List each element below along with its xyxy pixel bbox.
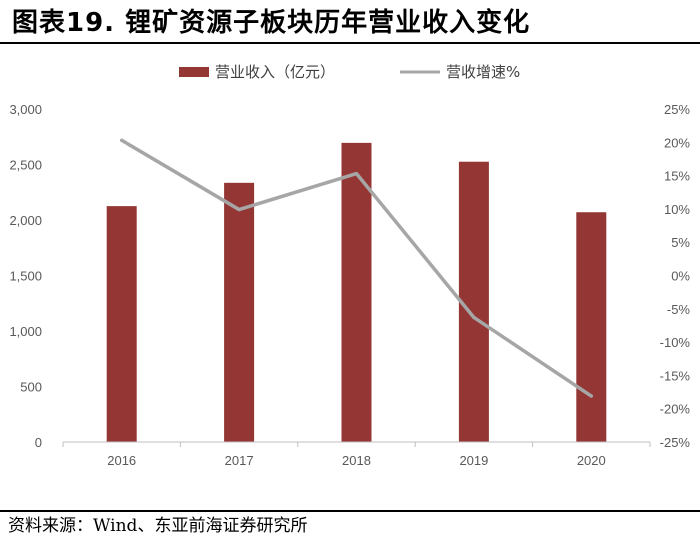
legend-swatch-revenue bbox=[179, 67, 209, 77]
left-axis: 0 500 1,000 1,500 2,000 2,500 3,000 bbox=[9, 102, 42, 450]
x-tick-label: 2017 bbox=[225, 453, 254, 468]
right-tick-label: 0% bbox=[671, 269, 690, 284]
right-axis: -25% -20% -15% -10% -5% 0% 5% 10% 15% 20% 25% bbox=[660, 102, 691, 450]
revenue-bar bbox=[341, 142, 372, 442]
left-tick-label: 0 bbox=[35, 435, 42, 450]
revenue-bar bbox=[224, 182, 255, 442]
right-tick-label: 25% bbox=[664, 102, 690, 117]
source-note: 资料来源：Wind、东亚前海证券研究所 bbox=[8, 516, 308, 536]
figure-title: 图表19. 锂矿资源子板块历年营业收入变化 bbox=[12, 8, 531, 38]
right-tick-label: -15% bbox=[660, 368, 691, 383]
growth-point bbox=[589, 394, 593, 398]
revenue-bars bbox=[106, 142, 607, 442]
growth-point bbox=[237, 208, 241, 212]
right-tick-label: 10% bbox=[664, 202, 690, 217]
right-tick-label: 15% bbox=[664, 169, 690, 184]
right-tick-label: 20% bbox=[664, 135, 690, 150]
title-divider bbox=[0, 42, 700, 44]
x-tick-label: 2020 bbox=[577, 453, 606, 468]
legend-label-revenue: 营业收入（亿元） bbox=[215, 63, 335, 81]
revenue-bar bbox=[576, 212, 607, 442]
x-tick-label: 2019 bbox=[459, 453, 488, 468]
revenue-chart: 营业收入（亿元） 营收增速% 0 500 1,000 1,500 2,000 2,500 3… bbox=[9, 63, 691, 468]
growth-point bbox=[120, 138, 124, 142]
right-tick-label: 5% bbox=[671, 235, 690, 250]
revenue-bar bbox=[106, 206, 137, 442]
left-tick-label: 1,500 bbox=[9, 269, 42, 284]
right-tick-label: -5% bbox=[667, 302, 691, 317]
legend-label-growth: 营收增速% bbox=[446, 63, 520, 81]
x-tick-label: 2016 bbox=[107, 453, 136, 468]
left-tick-label: 1,000 bbox=[9, 324, 42, 339]
footer-divider bbox=[0, 510, 700, 512]
growth-point bbox=[355, 172, 358, 176]
growth-line bbox=[119, 138, 594, 398]
x-tick-label: 2018 bbox=[342, 453, 371, 468]
growth-point bbox=[472, 315, 476, 319]
right-tick-label: -10% bbox=[660, 335, 691, 350]
right-tick-label: -20% bbox=[660, 402, 691, 417]
right-tick-label: -25% bbox=[660, 435, 691, 450]
left-tick-label: 2,500 bbox=[9, 158, 42, 173]
x-axis: 2016 2017 2018 2019 2020 bbox=[62, 441, 651, 468]
left-tick-label: 500 bbox=[20, 380, 42, 395]
revenue-bar bbox=[458, 161, 489, 442]
legend: 营业收入（亿元） 营收增速% bbox=[179, 63, 520, 81]
left-tick-label: 3,000 bbox=[9, 102, 42, 117]
left-tick-label: 2,000 bbox=[9, 213, 42, 228]
